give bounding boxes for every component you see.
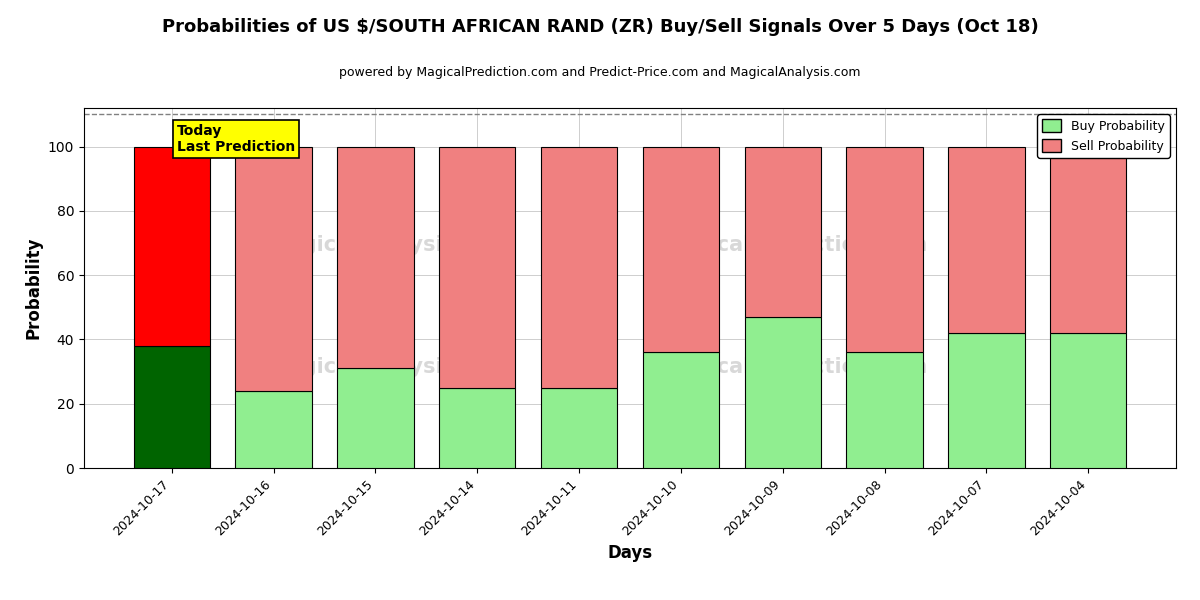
Bar (744, 317, 821, 468)
Text: MagicalPrediction.com: MagicalPrediction.com (660, 235, 928, 255)
Bar (235, 391, 312, 468)
Bar (541, 388, 617, 468)
Bar (1050, 333, 1127, 468)
Text: MagicalAnalysis.com: MagicalAnalysis.com (268, 235, 512, 255)
Bar (846, 352, 923, 468)
Text: MagicalPrediction.com: MagicalPrediction.com (660, 357, 928, 377)
Legend: Buy Probability, Sell Probability: Buy Probability, Sell Probability (1037, 114, 1170, 158)
Bar (337, 146, 414, 368)
Text: Probabilities of US $/SOUTH AFRICAN RAND (ZR) Buy/Sell Signals Over 5 Days (Oct : Probabilities of US $/SOUTH AFRICAN RAND… (162, 18, 1038, 36)
Bar (948, 146, 1025, 333)
Text: MagicalAnalysis.com: MagicalAnalysis.com (268, 357, 512, 377)
Bar (133, 146, 210, 346)
Bar (1050, 146, 1127, 333)
Text: powered by MagicalPrediction.com and Predict-Price.com and MagicalAnalysis.com: powered by MagicalPrediction.com and Pre… (340, 66, 860, 79)
Bar (643, 352, 719, 468)
Y-axis label: Probability: Probability (24, 237, 42, 339)
X-axis label: Days: Days (607, 544, 653, 562)
Bar (948, 333, 1025, 468)
Bar (337, 368, 414, 468)
Text: Today
Last Prediction: Today Last Prediction (176, 124, 295, 154)
Bar (846, 146, 923, 352)
Bar (643, 146, 719, 352)
Bar (744, 146, 821, 317)
Bar (235, 146, 312, 391)
Bar (541, 146, 617, 388)
Bar (439, 146, 516, 388)
Bar (133, 346, 210, 468)
Bar (439, 388, 516, 468)
